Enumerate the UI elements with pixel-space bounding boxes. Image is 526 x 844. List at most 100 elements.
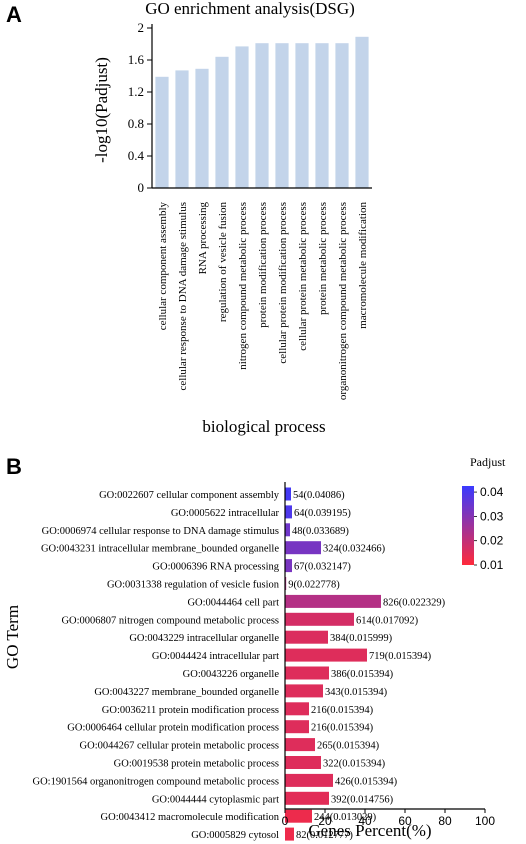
data-label: 82(0.012777)	[296, 830, 353, 841]
x-tick-label: 80	[438, 814, 452, 828]
x-tick-label: nitrogen compound metabolic process	[237, 202, 249, 370]
y-tick-label: GO:0043226 organelle	[183, 669, 280, 680]
y-tick-label: GO:0043229 intracellular organelle	[129, 633, 279, 644]
bar	[315, 43, 329, 189]
bar	[285, 666, 329, 680]
chart-a-xlabel: biological process	[202, 417, 325, 436]
y-tick-label: GO:0044444 cytoplasmic part	[152, 794, 279, 805]
x-tick-label: cellular protein modification process	[277, 202, 289, 364]
bar	[285, 487, 291, 501]
bar	[285, 702, 309, 716]
x-tick-label: cellular component assembly	[157, 202, 169, 331]
y-tick-label: 1.6	[128, 52, 145, 67]
chart-b-plot: GO:0022607 cellular component assembly 54…	[32, 482, 504, 841]
bar	[285, 684, 323, 698]
legend-tick-label: 0.02	[480, 534, 504, 548]
y-tick-label: GO:0043227 membrane_bounded organelle	[94, 687, 279, 698]
data-label: 343(0.015394)	[325, 687, 388, 698]
bar	[285, 756, 321, 769]
chart-a-title: GO enrichment analysis(DSG)	[145, 0, 355, 18]
y-tick-label: GO:0006396 RNA processing	[152, 562, 279, 573]
data-label: 384(0.015999)	[330, 633, 393, 644]
data-label: 216(0.015394)	[311, 705, 374, 716]
data-label: 9(0.022778)	[288, 580, 340, 591]
bar	[335, 43, 349, 189]
data-label: 826(0.022329)	[383, 597, 446, 608]
legend-tick-label: 0.01	[480, 558, 504, 572]
bar	[275, 43, 289, 189]
y-tick-label: GO:0006974 cellular response to DNA dama…	[42, 526, 279, 537]
y-tick-label: 0.8	[128, 116, 144, 131]
x-tick-label: cellular protein metabolic process	[297, 202, 309, 351]
x-tick-label: RNA processing	[197, 202, 209, 275]
panel-b-letter: B	[6, 454, 22, 479]
data-label: 54(0.04086)	[293, 490, 345, 501]
bar	[355, 36, 369, 188]
panel-a-letter: A	[6, 2, 22, 27]
data-label: 386(0.015394)	[331, 669, 394, 680]
bar	[285, 791, 329, 805]
bar	[285, 559, 292, 573]
data-label: 48(0.033689)	[292, 526, 349, 537]
data-label: 67(0.032147)	[294, 562, 351, 573]
data-label: 324(0.032466)	[323, 544, 386, 555]
bar	[155, 76, 169, 188]
chart-b-ylabel: GO Term	[3, 605, 22, 669]
y-tick-label: 0	[138, 180, 145, 195]
bar	[215, 56, 229, 188]
y-tick-label: GO:0043412 macromolecule modification	[101, 812, 280, 823]
y-tick-label: GO:0044464 cell part	[187, 597, 279, 608]
y-tick-label: GO:0044267 cellular protein metabolic pr…	[80, 741, 279, 752]
y-tick-label: GO:0044424 intracellular part	[152, 651, 279, 662]
bar	[255, 43, 269, 189]
bar	[175, 70, 189, 188]
bar	[195, 68, 209, 188]
bar	[285, 720, 309, 734]
y-tick-label: GO:1901564 organonitrogen compound metab…	[32, 776, 279, 787]
x-tick-label: cellular response to DNA damage stimulus	[177, 202, 189, 391]
x-tick-label: 20	[318, 814, 332, 828]
data-label: 244(0.013029)	[314, 812, 377, 823]
x-tick-label: protein modification process	[257, 202, 269, 328]
bar	[285, 738, 315, 752]
x-tick-label: 0	[282, 814, 289, 828]
chart-a-plot: cellular component assembly cellular resp…	[128, 20, 372, 400]
bar	[285, 773, 333, 787]
bar	[285, 809, 312, 823]
x-tick-label: 40	[358, 814, 372, 828]
x-tick-label: regulation of vesicle fusion	[217, 202, 229, 323]
bar	[285, 630, 328, 644]
data-label: 614(0.017092)	[356, 615, 419, 626]
legend-tick-label: 0.04	[480, 485, 504, 499]
y-tick-label: 2	[138, 20, 145, 35]
chart-b-xlabel: Genes Percent(%)	[308, 821, 431, 840]
y-tick-label: GO:0005829 cytosol	[191, 830, 279, 841]
bar	[285, 827, 294, 841]
data-label: 719(0.015394)	[369, 651, 432, 662]
x-tick-label: organonitrogen compound metabolic proces…	[337, 202, 349, 400]
bar	[235, 46, 249, 189]
x-tick-label: 100	[475, 814, 495, 828]
bar	[285, 648, 367, 662]
bar	[285, 594, 381, 608]
y-tick-label: 1.2	[128, 84, 144, 99]
legend-colorbar	[462, 486, 474, 565]
y-tick-label: GO:0019538 protein metabolic process	[114, 759, 279, 770]
y-tick-label: GO:0006464 cellular protein modification…	[67, 723, 279, 734]
data-label: 265(0.015394)	[317, 741, 380, 752]
y-tick-label: GO:0036211 protein modification process	[102, 705, 279, 716]
bar	[285, 523, 290, 537]
data-label: 392(0.014756)	[331, 794, 394, 805]
y-tick-label: GO:0005622 intracellular	[171, 508, 280, 519]
y-tick-label: GO:0031338 regulation of vesicle fusion	[107, 580, 280, 591]
bar	[285, 612, 354, 626]
bar	[295, 43, 309, 189]
data-label: 322(0.015394)	[323, 759, 386, 770]
data-label: 426(0.015394)	[335, 776, 398, 787]
data-label: 216(0.015394)	[311, 723, 374, 734]
bar	[285, 541, 321, 555]
x-tick-label: macromolecule modification	[357, 202, 369, 329]
x-tick-label: 60	[398, 814, 412, 828]
y-tick-label: GO:0043231 intracellular membrane_bounde…	[41, 544, 279, 555]
